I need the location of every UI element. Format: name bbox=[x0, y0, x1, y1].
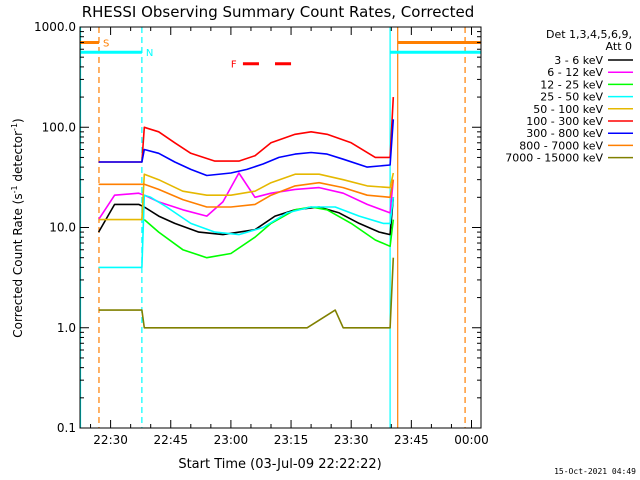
legend-label: 3 - 6 keV bbox=[554, 54, 603, 67]
series-line-25-50-kev bbox=[98, 194, 395, 269]
series-line-7000-15000-kev bbox=[98, 257, 395, 329]
flag-f-label: F bbox=[231, 60, 237, 71]
series-line-50-100-kev bbox=[98, 172, 395, 221]
legend-label: 25 - 50 keV bbox=[540, 91, 603, 104]
series-line-12-25-kev bbox=[143, 206, 395, 259]
legend-label: 12 - 25 keV bbox=[540, 78, 603, 91]
y-tick-label: 100.0 bbox=[42, 120, 76, 134]
x-tick-label: 00:00 bbox=[454, 433, 489, 447]
series-line-800-7000-kev bbox=[98, 179, 395, 208]
y-axis-label: Corrected Count Rate (s-1 detector-1) bbox=[10, 118, 25, 337]
x-axis-label: Start Time (03-Jul-09 22:22:22) bbox=[178, 457, 381, 472]
plot-area bbox=[80, 27, 481, 428]
legend-header-detectors: Det 1,3,4,5,6,9, bbox=[546, 28, 632, 41]
legend-label: 6 - 12 keV bbox=[547, 66, 603, 79]
legend-label: 800 - 7000 keV bbox=[519, 139, 603, 152]
legend-label: 100 - 300 keV bbox=[526, 115, 603, 128]
legend-header-attenuator: Att 0 bbox=[606, 40, 632, 53]
x-tick-label: 22:45 bbox=[153, 433, 188, 447]
footer-timestamp: 15-Oct-2021 04:49 bbox=[554, 467, 636, 476]
legend-label: 7000 - 15000 keV bbox=[505, 152, 603, 165]
y-tick-label: 10.0 bbox=[49, 221, 76, 235]
x-tick-label: 23:00 bbox=[214, 433, 249, 447]
x-tick-label: 23:45 bbox=[394, 433, 429, 447]
y-tick-label: 0.1 bbox=[57, 421, 76, 435]
y-tick-label: 1000.0 bbox=[34, 20, 76, 34]
chart-title: RHESSI Observing Summary Count Rates, Co… bbox=[82, 3, 475, 21]
y-tick-label: 1.0 bbox=[57, 321, 76, 335]
x-tick-label: 22:30 bbox=[93, 433, 128, 447]
flag-n-label: N bbox=[146, 48, 153, 59]
legend-label: 300 - 800 keV bbox=[526, 127, 603, 140]
legend-label: 50 - 100 keV bbox=[533, 103, 603, 116]
flag-s-label: S bbox=[103, 39, 109, 50]
x-tick-label: 23:15 bbox=[274, 433, 309, 447]
series-line-300-800-kev bbox=[98, 119, 395, 177]
x-tick-label: 23:30 bbox=[334, 433, 369, 447]
series-line-100-300-kev bbox=[98, 97, 395, 163]
